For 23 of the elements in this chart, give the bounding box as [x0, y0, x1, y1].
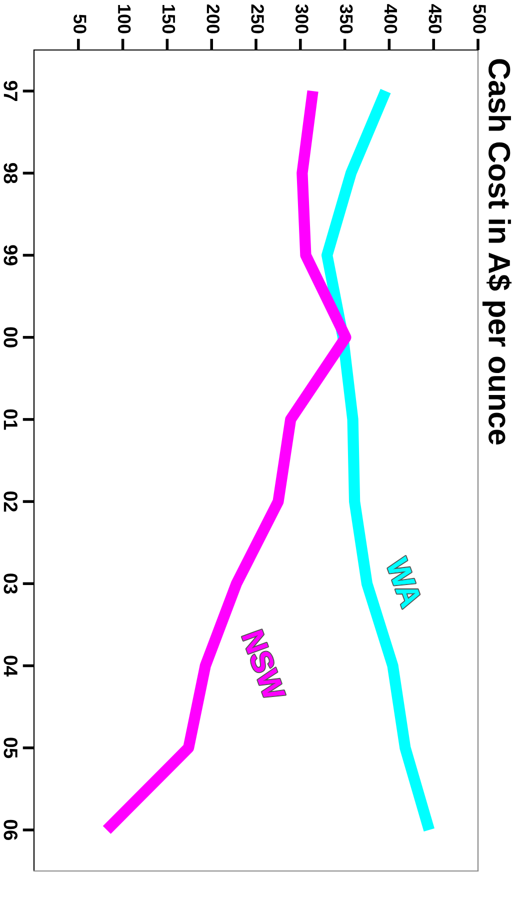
x-tick-label: 200	[206, 4, 220, 34]
y-tick-label: 02	[4, 492, 18, 512]
x-tick-label: 150	[162, 5, 176, 34]
y-tick-label: 03	[4, 574, 18, 594]
x-tick-label: 300	[296, 4, 308, 34]
x-tick-label: 400	[384, 4, 398, 34]
x-tick-label: 450	[428, 4, 442, 34]
y-tick-label: 04	[4, 656, 18, 676]
y-tick-label: 99	[4, 245, 18, 266]
text: NSW	[242, 630, 286, 702]
y-tick-label: 01	[4, 409, 18, 430]
y-tick-label: 06	[4, 820, 18, 840]
y-tick-label: 98	[4, 163, 18, 184]
y-tick-label: 05	[4, 738, 18, 758]
text: Cash Cost in A$ per ounce	[482, 59, 512, 445]
x-tick-label: 250	[251, 4, 264, 34]
x-tick-label: 100	[118, 5, 131, 34]
text: WA	[386, 556, 422, 609]
x-tick-label: 50	[74, 14, 86, 34]
y-tick-label: 97	[4, 80, 18, 102]
x-tick-label: 350	[340, 4, 353, 34]
x-tick-label: 500	[473, 4, 486, 34]
y-tick-label: 00	[4, 327, 18, 348]
